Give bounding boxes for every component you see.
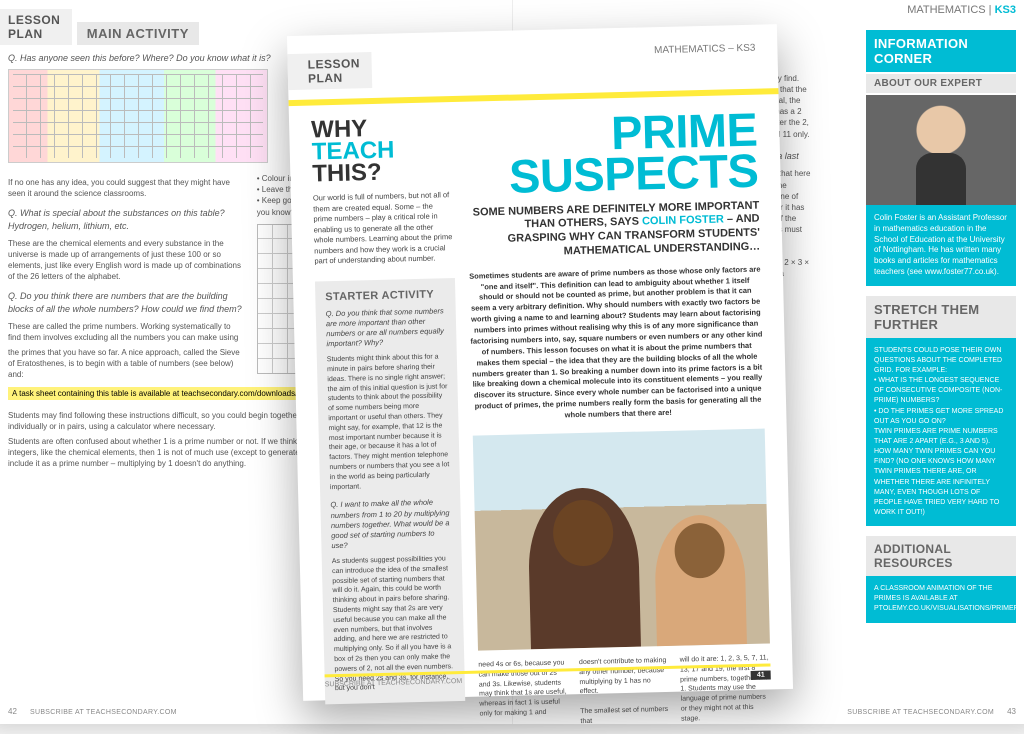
why-teach-this-heading: WHY TEACH THIS? bbox=[311, 116, 453, 186]
student-figure-1 bbox=[527, 487, 641, 650]
para-2: These are the chemical elements and ever… bbox=[8, 238, 245, 283]
subject-tag-right: MATHEMATICS | KS3 bbox=[907, 4, 1016, 16]
para-3: These are called the prime numbers. Work… bbox=[8, 321, 245, 343]
page-num-left: 42 bbox=[8, 707, 17, 716]
subject-pre: MATHEMATICS | bbox=[907, 4, 994, 16]
title-line-2: SUSPECTS bbox=[466, 150, 759, 198]
strap-author: COLIN FOSTER bbox=[642, 214, 724, 228]
question-3: Q. Do you think there are numbers that a… bbox=[8, 290, 245, 314]
fg-right-col: PRIME SUSPECTS SOME NUMBERS ARE DEFINITE… bbox=[465, 109, 772, 729]
stretch-heading: STRETCH THEM FURTHER bbox=[866, 296, 1016, 338]
main-activity-heading: MAIN ACTIVITY bbox=[77, 22, 199, 45]
additional-resources-heading: ADDITIONAL RESOURCES bbox=[866, 536, 1016, 576]
fg-columns: WHY TEACH THIS? Our world is full of num… bbox=[311, 109, 772, 733]
why-paragraph: Our world is full of numbers, but not al… bbox=[313, 190, 455, 267]
info-corner-heading: INFORMATION CORNER bbox=[866, 30, 1016, 72]
footer-subscribe-r: SUBSCRIBE AT TEACHSECONDARY.COM bbox=[847, 709, 994, 716]
classroom-photo bbox=[473, 428, 770, 650]
starter-q2: Q. I want to make all the whole numbers … bbox=[330, 498, 451, 552]
info-corner: INFORMATION CORNER ABOUT OUR EXPERT Coli… bbox=[866, 30, 1016, 623]
fg-left-col: WHY TEACH THIS? Our world is full of num… bbox=[311, 116, 466, 733]
lesson-plan-tag: LESSON PLAN bbox=[0, 9, 72, 45]
starter-heading: STARTER ACTIVITY bbox=[325, 288, 445, 303]
about-expert-heading: ABOUT OUR EXPERT bbox=[866, 74, 1016, 93]
student-figure-2 bbox=[653, 514, 746, 646]
article-title: PRIME SUSPECTS bbox=[465, 109, 759, 199]
para-1: If no one has any idea, you could sugges… bbox=[8, 177, 245, 199]
strapline: SOME NUMBERS ARE DEFINITELY MORE IMPORTA… bbox=[467, 199, 760, 261]
expert-bio: Colin Foster is an Assistant Professor i… bbox=[866, 205, 1016, 286]
expert-photo bbox=[866, 95, 1016, 205]
stretch-text: STUDENTS COULD POSE THEIR OWN QUESTIONS … bbox=[866, 338, 1016, 526]
fg-page-num: 41 bbox=[751, 670, 771, 679]
starter-p1: Students might think about this for a mi… bbox=[327, 353, 450, 493]
fg-lesson-plan-tag: LESSON PLAN bbox=[287, 52, 372, 90]
question-2: Q. What is special about the substances … bbox=[8, 207, 245, 231]
starter-activity-box: STARTER ACTIVITY Q. Do you think that so… bbox=[315, 278, 465, 705]
periodic-table-graphic bbox=[8, 69, 268, 163]
why-line-3: THIS? bbox=[312, 160, 452, 185]
footer-subscribe-l: SUBSCRIBE AT TEACHSECONDARY.COM bbox=[30, 709, 177, 716]
intro-paragraph: Sometimes students are aware of prime nu… bbox=[469, 264, 765, 423]
additional-resources-text: A CLASSROOM ANIMATION OF THE PRIMES IS A… bbox=[866, 576, 1016, 622]
subject-ks3: KS3 bbox=[995, 4, 1016, 16]
foreground-page: LESSON PLAN MATHEMATICS – KS3 WHY TEACH … bbox=[287, 24, 793, 701]
fg-subject: MATHEMATICS – KS3 bbox=[654, 43, 756, 56]
page-num-right: 43 bbox=[1007, 707, 1016, 716]
starter-q1: Q. Do you think that some numbers are mo… bbox=[326, 306, 447, 349]
